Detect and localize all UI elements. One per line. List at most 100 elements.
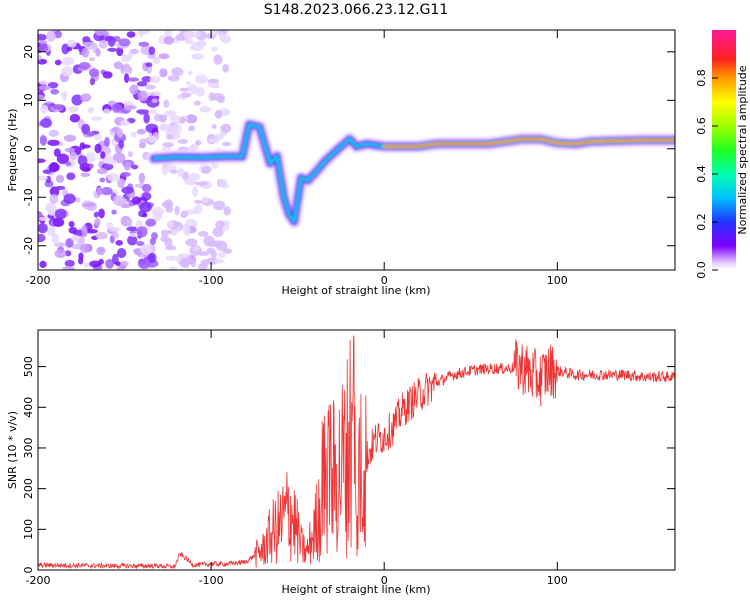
noise-speckle [116,46,124,57]
noise-speckle [194,86,206,97]
noise-speckle [111,209,117,215]
noise-speckle [214,133,220,144]
noise-speckle [98,208,105,219]
snr-axis-ticks: -200 -100 0 100 0 100 200 300 400 500 [22,330,675,587]
noise-speckle [63,193,76,204]
noise-speckle [194,74,208,84]
noise-speckle [211,46,218,52]
noise-speckle [171,67,184,77]
noise-speckle [64,259,75,267]
noise-speckle [177,167,185,178]
ridge-core-2 [383,138,675,148]
noise-speckle [85,228,98,234]
noise-speckle [158,114,167,123]
noise-speckle [165,245,177,251]
spectrogram-ytick-label-4: 20 [22,45,35,59]
noise-speckle [137,90,148,102]
noise-speckle [48,162,60,173]
spectrogram-xtick-label-1: -100 [199,274,224,287]
noise-speckle [189,45,197,50]
noise-speckle [184,178,197,186]
noise-speckle [212,227,224,238]
noise-speckle [177,139,189,144]
noise-speckle [159,68,168,78]
noise-speckle [130,131,137,138]
noise-speckle [136,81,148,87]
noise-speckle [194,199,203,204]
noise-speckle [105,153,112,163]
noise-speckle [38,58,48,65]
noise-speckle [65,161,72,167]
noise-speckle [62,266,76,270]
colorbar-tick-label-0: 0.0 [695,261,708,279]
noise-speckle [95,48,101,57]
noise-speckle [137,259,151,269]
noise-speckle [39,40,48,45]
noise-speckle [221,141,232,147]
noise-speckle [180,210,188,219]
noise-speckle [55,174,65,183]
noise-speckle [83,262,90,268]
noise-speckle [61,66,73,77]
noise-speckle [113,61,123,70]
noise-speckle [112,232,120,239]
noise-speckle [193,100,201,106]
noise-speckle [83,202,96,207]
noise-speckle [178,253,190,259]
noise-speckle [160,229,170,237]
noise-speckle [78,256,84,265]
noise-speckle [174,205,180,216]
noise-speckle [139,201,152,213]
noise-speckle [161,146,172,152]
noise-speckle [118,139,125,149]
snr-xtick-label-3: 100 [547,574,568,587]
noise-speckle [86,131,96,137]
noise-speckle [211,93,225,101]
noise-speckle [87,106,95,114]
snr-xtick-label-0: -200 [26,574,51,587]
noise-speckle [68,106,79,113]
noise-speckle [141,75,153,83]
noise-speckle [124,73,130,83]
noise-speckle [99,177,106,183]
noise-speckle [149,75,161,84]
noise-speckle [38,94,45,101]
noise-speckle [158,53,170,60]
spectrogram-ytick-label-1: -10 [22,188,35,206]
noise-speckle [194,139,202,146]
noise-speckle [54,208,67,220]
noise-speckle [38,85,51,91]
noise-speckle [96,246,106,256]
noise-speckle [85,152,96,163]
noise-speckle [66,46,73,52]
noise-speckle [124,105,137,110]
noise-speckle [208,138,215,143]
snr-xtick-label-2: 0 [381,574,388,587]
spectrogram-frame [37,29,676,271]
noise-speckle [38,234,45,242]
noise-speckle [214,258,225,264]
noise-speckle [47,139,60,146]
noise-speckle [64,147,76,153]
noise-speckle [128,232,139,237]
noise-speckle [113,195,126,206]
noise-speckle [188,125,196,132]
noise-speckle [107,173,119,182]
noise-speckle [100,151,106,159]
noise-speckle [81,47,90,58]
noise-speckle [138,41,150,47]
noise-speckle [120,171,131,177]
spectrogram-ridge [147,117,675,229]
noise-speckle [78,62,91,70]
snr-xlabel: Height of straight line (km) [281,583,430,596]
noise-speckle [116,247,127,259]
noise-speckle [60,60,74,66]
noise-speckle [69,113,81,123]
noise-speckle [70,235,81,241]
spectrogram-xtick-label-0: -200 [26,274,51,287]
noise-speckle [167,74,180,82]
noise-speckle [38,223,48,234]
noise-speckle [148,135,157,143]
noise-speckle [120,119,130,127]
snr-ylabel: SNR (10 * v/v) [6,411,19,489]
